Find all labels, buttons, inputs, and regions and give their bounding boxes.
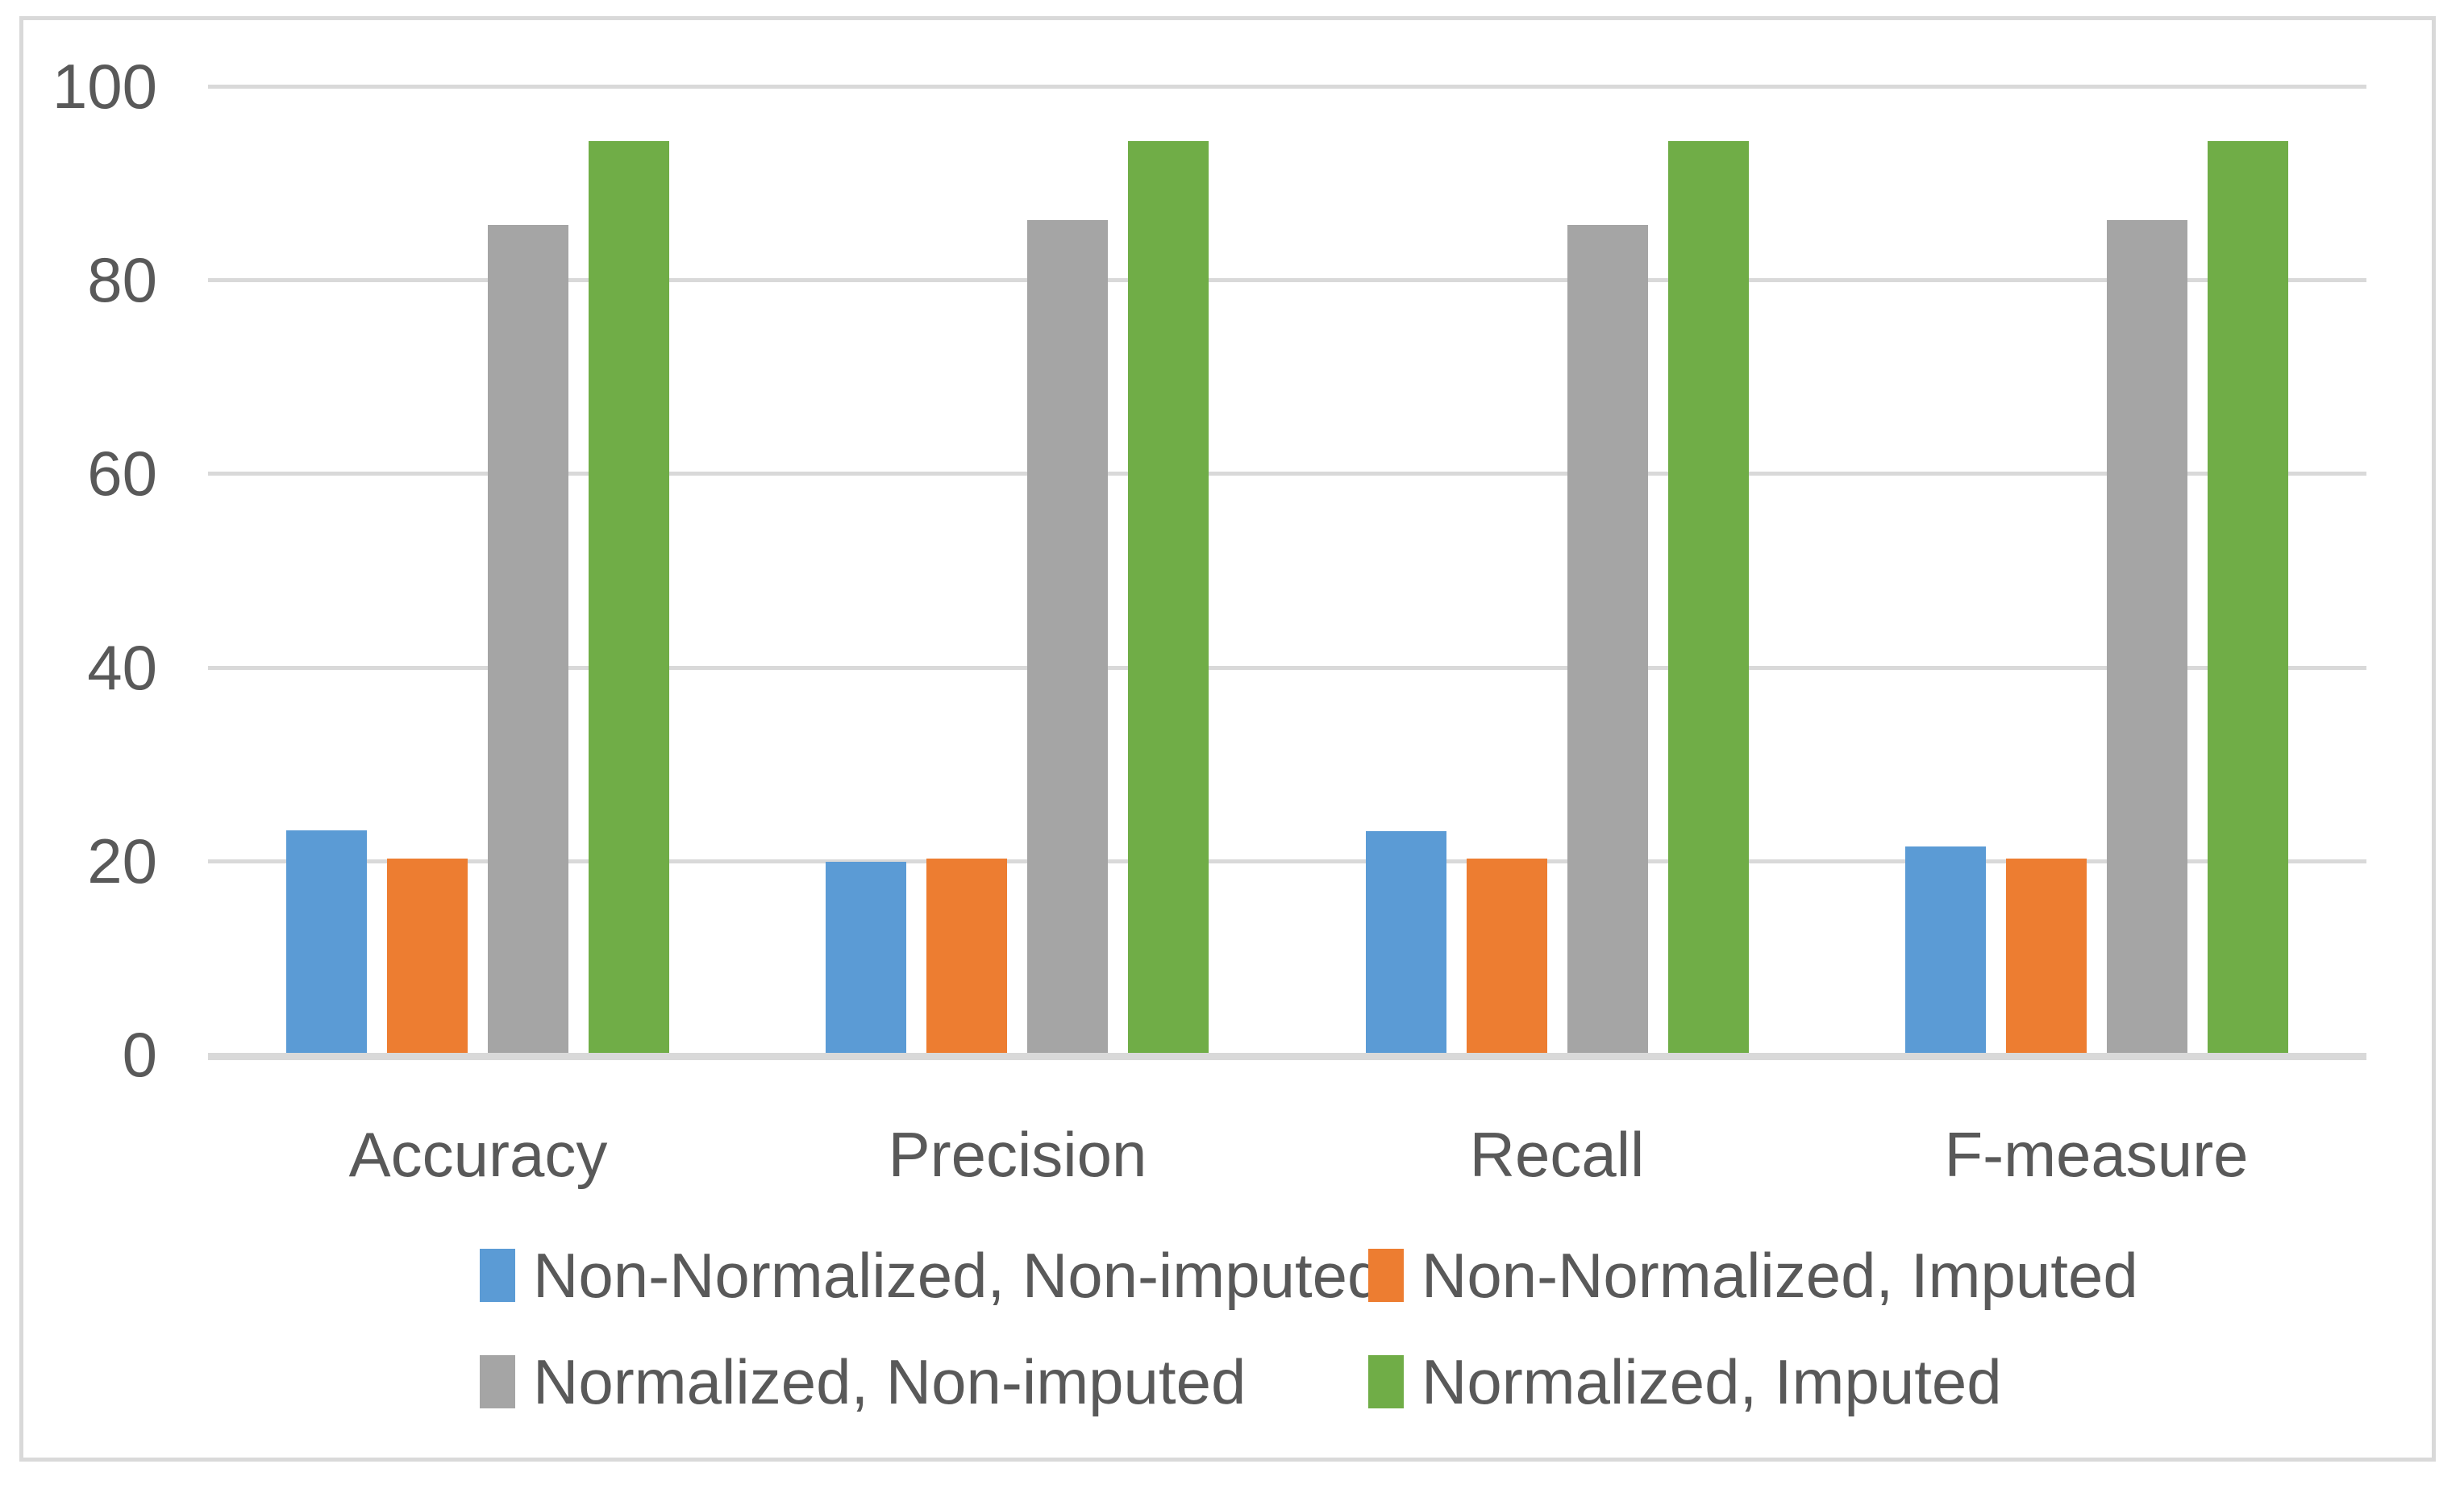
bar-accuracy-series-2 — [387, 859, 468, 1053]
y-tick-label-20: 20 — [87, 825, 157, 896]
legend-swatch-icon — [1368, 1249, 1404, 1302]
bar-f-measure-series-4 — [2208, 141, 2288, 1053]
gridline-40 — [208, 665, 2366, 670]
bar-recall-series-2 — [1467, 859, 1547, 1053]
legend-item-1: Non-Normalized, Non-imputed — [480, 1242, 1382, 1309]
bar-precision-series-1 — [826, 862, 906, 1053]
legend-label: Normalized, Non-imputed — [533, 1346, 1247, 1417]
legend-swatch-icon — [480, 1249, 515, 1302]
x-axis-line — [208, 1053, 2366, 1060]
y-tick-label-60: 60 — [87, 438, 157, 510]
bar-precision-series-2 — [926, 859, 1007, 1053]
x-category-label-precision: Precision — [888, 1119, 1147, 1190]
bar-f-measure-series-3 — [2107, 220, 2187, 1053]
bar-accuracy-series-3 — [488, 225, 568, 1053]
legend: Non-Normalized, Non-imputed Non-Normalize… — [480, 1242, 2138, 1416]
legend-item-3: Normalized, Non-imputed — [480, 1348, 1368, 1416]
legend-item-4: Normalized, Imputed — [1368, 1348, 2138, 1416]
x-category-label-f-measure: F-measure — [1944, 1119, 2249, 1190]
bar-accuracy-series-1 — [286, 830, 367, 1053]
bar-recall-series-3 — [1567, 225, 1648, 1053]
gridline-100 — [208, 85, 2366, 89]
y-tick-label-40: 40 — [87, 631, 157, 703]
bar-recall-series-4 — [1668, 141, 1749, 1053]
bar-accuracy-series-4 — [589, 141, 669, 1053]
bar-recall-series-1 — [1366, 831, 1446, 1053]
bar-f-measure-series-1 — [1905, 846, 1986, 1053]
y-tick-label-100: 100 — [52, 51, 157, 122]
legend-label: Non-Normalized, Imputed — [1421, 1240, 2138, 1311]
bar-precision-series-4 — [1128, 141, 1209, 1053]
chart-border — [19, 16, 2436, 1462]
legend-label: Non-Normalized, Non-imputed — [533, 1240, 1383, 1311]
x-category-label-accuracy: Accuracy — [348, 1119, 608, 1190]
legend-label: Normalized, Imputed — [1421, 1346, 2002, 1417]
bar-f-measure-series-2 — [2006, 859, 2087, 1053]
legend-item-2: Non-Normalized, Imputed — [1368, 1242, 2138, 1309]
y-tick-label-80: 80 — [87, 244, 157, 316]
y-tick-label-0: 0 — [122, 1019, 157, 1090]
legend-swatch-icon — [480, 1355, 515, 1408]
legend-swatch-icon — [1368, 1355, 1404, 1408]
gridline-60 — [208, 472, 2366, 476]
bar-precision-series-3 — [1027, 220, 1108, 1053]
x-category-label-recall: Recall — [1469, 1119, 1645, 1190]
gridline-80 — [208, 278, 2366, 283]
gridline-20 — [208, 859, 2366, 863]
